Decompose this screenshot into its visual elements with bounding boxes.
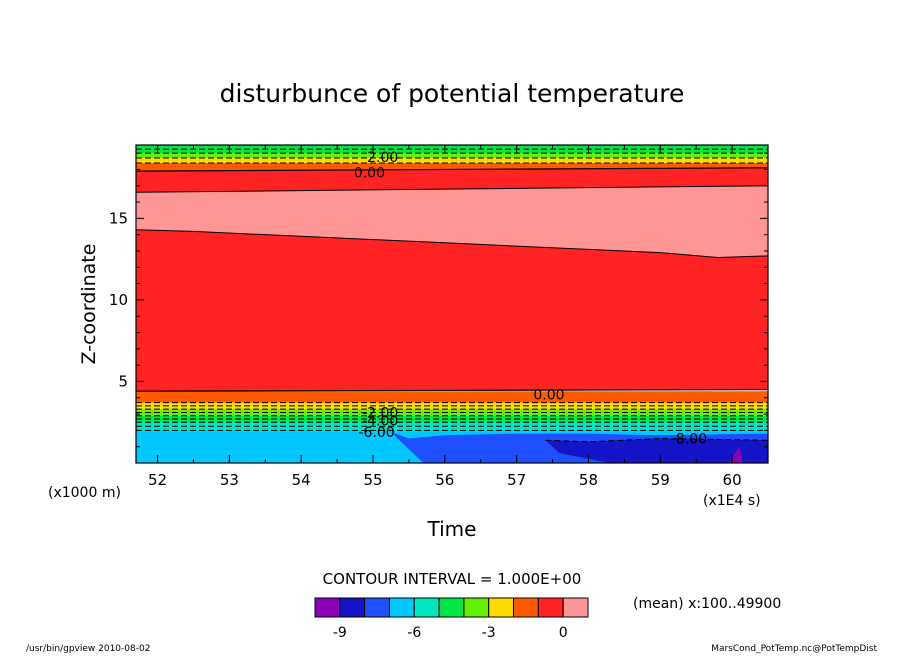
x-tick-label-1: 53 (220, 471, 239, 489)
colorbar-tick-label-1: -6 (407, 625, 421, 641)
colorbar-cell-9 (537, 597, 564, 618)
colorbar-cell-7 (488, 597, 515, 618)
contour-label-0: -2.00 (362, 150, 398, 166)
band-yellow (136, 158, 768, 163)
y-axis-label: Z-coordinate (78, 244, 100, 365)
contour-label-3: -2.00 (362, 405, 398, 421)
x-tick-label-6: 58 (579, 471, 598, 489)
footer-left: /usr/bin/gpview 2010-08-02 (26, 644, 150, 654)
y-tick-label-2: 15 (109, 209, 128, 227)
contour-pink-bottom (135, 229, 769, 259)
chart-title: disturbunce of potential temperature (220, 79, 685, 108)
contour-label-4: -4.00 (362, 414, 398, 430)
footer-right: MarsCond_PotTemp.nc@PotTempDist (711, 644, 877, 654)
x-tick-label-5: 57 (507, 471, 526, 489)
x-axis-unit: (x1E4 s) (703, 493, 761, 509)
contour-label-2: 0.00 (533, 388, 564, 404)
colorbar-cell-10 (562, 597, 589, 618)
colorbar-tick-label-0: -9 (333, 625, 347, 641)
colorbar-tick-label-3: 0 (559, 625, 568, 641)
colorbar-cell-6 (463, 597, 490, 618)
band-red-upper (136, 167, 768, 193)
region-dark-blue (545, 438, 768, 463)
colorbar-cell-4 (413, 597, 440, 618)
contour-interval-text: CONTOUR INTERVAL = 1.000E+00 (323, 570, 582, 588)
contour-label-5: -6.00 (358, 425, 394, 441)
colorbar-cell-3 (388, 597, 415, 618)
contour-label-6: -8.00 (671, 432, 707, 448)
colorbar-cell-0 (314, 597, 341, 618)
contour-zero-lower (135, 389, 769, 392)
contour-zero-upper (135, 167, 769, 172)
colorbar-cell-8 (513, 597, 539, 618)
band-lower-0 (136, 391, 768, 403)
contour-minus8 (545, 437, 769, 443)
colorbar: -9 -6 -3 0 (314, 597, 589, 641)
y-tick-label-0: 5 (118, 372, 128, 390)
contour-pink-top (135, 185, 769, 193)
x-axis-label: Time (427, 517, 477, 541)
x-tick-label-0: 52 (148, 471, 167, 489)
band-orange (136, 162, 768, 172)
band-red-core (136, 229, 768, 392)
y-tick-label-1: 10 (109, 291, 128, 309)
x-tick-label-4: 56 (435, 471, 454, 489)
x-tick-label-2: 54 (292, 471, 311, 489)
colorbar-cell-5 (438, 597, 465, 618)
contour-label-1: 0.00 (354, 166, 385, 182)
y-axis-unit: (x1000 m) (48, 485, 121, 501)
colorbar-cell-1 (339, 597, 366, 618)
colorbar-cell-2 (364, 597, 390, 618)
band-pink (136, 185, 768, 258)
x-tick-label-8: 60 (723, 471, 742, 489)
band-lime (136, 153, 768, 159)
x-tick-label-3: 55 (363, 471, 382, 489)
mean-text: (mean) x:100..49900 (633, 596, 781, 612)
x-tick-label-7: 59 (651, 471, 670, 489)
colorbar-tick-label-2: -3 (482, 625, 496, 641)
plot-frame (135, 144, 769, 464)
